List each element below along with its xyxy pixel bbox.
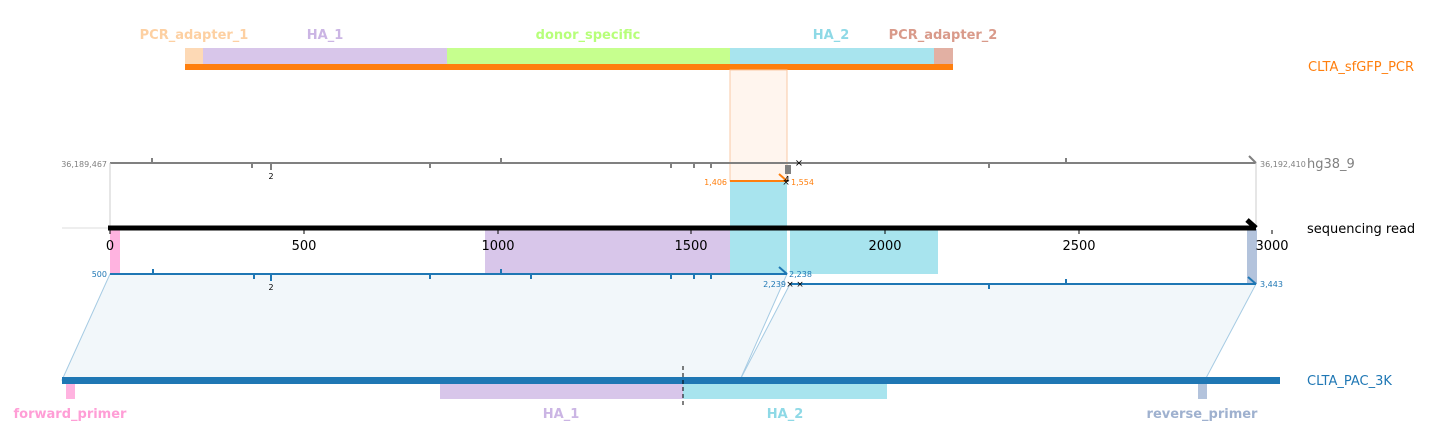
ref-aligned-block — [785, 165, 791, 174]
pcr-alignment-band — [729, 69, 788, 182]
read-ha-2-block-b — [790, 229, 938, 274]
bottom-label-ha-1: HA_1 — [543, 407, 580, 422]
target-forward-primer-block — [66, 380, 75, 399]
read-track: 0 500 1000 1500 2000 2500 3000 sequencin… — [62, 218, 1415, 284]
read-ha2-overlap-block — [730, 181, 787, 229]
target-alignment-band-right — [739, 283, 1257, 381]
target-alignment: × × 500 2,238 2,239 3,443 2 — [61, 266, 1283, 381]
target-deletion-mark-a: × — [786, 280, 794, 290]
pcr-track-bar — [185, 64, 953, 70]
read-ha-1-block — [485, 229, 730, 274]
ref-deletion-mark: × — [795, 158, 803, 169]
read-tick-label-3000: 3000 — [1255, 239, 1288, 254]
target-ha-2-block — [683, 380, 887, 399]
feature-pcr-adapter-1-block — [185, 48, 203, 65]
read-forward-primer-block — [110, 229, 120, 274]
target-deletion-mark-b: × — [796, 280, 804, 290]
target-track: forward_primer HA_1 HA_2 reverse_primer … — [14, 366, 1392, 422]
target-alignment-band-left — [61, 273, 788, 381]
target-track-bar — [62, 377, 1280, 384]
target-ha-1-block — [440, 380, 683, 399]
read-tick-label-2000: 2000 — [868, 239, 901, 254]
target-mark-label: 2 — [268, 283, 273, 292]
feature-ha-2-block — [730, 48, 934, 65]
track-label-read: sequencing read — [1307, 222, 1415, 237]
feature-pcr-adapter-2-block — [934, 48, 953, 65]
track-label-target: CLTA_PAC_3K — [1307, 374, 1392, 389]
pcr-end-coord: 1,554 — [791, 178, 814, 187]
read-tick-label-500: 500 — [292, 239, 317, 254]
read-reverse-primer-block — [1247, 229, 1257, 284]
target-reverse-primer-block — [1198, 380, 1207, 399]
ref-track-end-hook — [1248, 155, 1257, 164]
pcr-mark-label: 4 — [784, 175, 789, 184]
read-ha-2-block — [730, 229, 787, 274]
ref-track-ticks — [151, 158, 1067, 170]
ref-mark-label: 2 — [268, 172, 273, 181]
pcr-alignment-line: 1,406 1,554 4 × — [704, 173, 814, 229]
read-axis-ticks — [109, 230, 1273, 234]
read-tick-label-1000: 1000 — [481, 239, 514, 254]
feature-label-ha-1: HA_1 — [307, 28, 344, 43]
target-line-ticks — [152, 269, 1067, 289]
track-label-ref: hg38_9 — [1307, 157, 1355, 172]
ref-track: × 36,189,467 36,192,410 2 hg38_9 — [61, 155, 1355, 228]
feature-ha-1-block — [203, 48, 447, 65]
read-tick-label-2500: 2500 — [1062, 239, 1095, 254]
ref-start-coord: 36,189,467 — [61, 160, 107, 169]
target-mid-coord-a: 2,238 — [789, 270, 812, 279]
pcr-track: PCR_adapter_1 HA_1 donor_specific HA_2 P… — [140, 28, 1414, 75]
track-label-pcr: CLTA_sfGFP_PCR — [1308, 60, 1414, 75]
pcr-start-coord: 1,406 — [704, 178, 727, 187]
feature-donor-specific-block — [447, 48, 730, 65]
bottom-label-forward-primer: forward_primer — [14, 407, 128, 422]
feature-label-pcr-adapter-1: PCR_adapter_1 — [140, 28, 249, 43]
bottom-label-reverse-primer: reverse_primer — [1147, 407, 1259, 422]
feature-label-ha-2: HA_2 — [813, 28, 850, 43]
feature-label-donor-specific: donor_specific — [536, 28, 641, 43]
read-tick-label-0: 0 — [106, 239, 114, 254]
read-axis-arrowhead — [1245, 218, 1258, 230]
feature-label-pcr-adapter-2: PCR_adapter_2 — [889, 28, 998, 43]
read-tick-label-1500: 1500 — [674, 239, 707, 254]
bottom-label-ha-2: HA_2 — [767, 407, 804, 422]
pcr-deletion-mark: × — [782, 178, 790, 188]
ref-end-coord: 36,192,410 — [1260, 160, 1306, 169]
target-start-coord: 500 — [92, 270, 107, 279]
target-mid-coord-b: 2,239 — [763, 280, 786, 289]
target-end-coord: 3,443 — [1260, 280, 1283, 289]
